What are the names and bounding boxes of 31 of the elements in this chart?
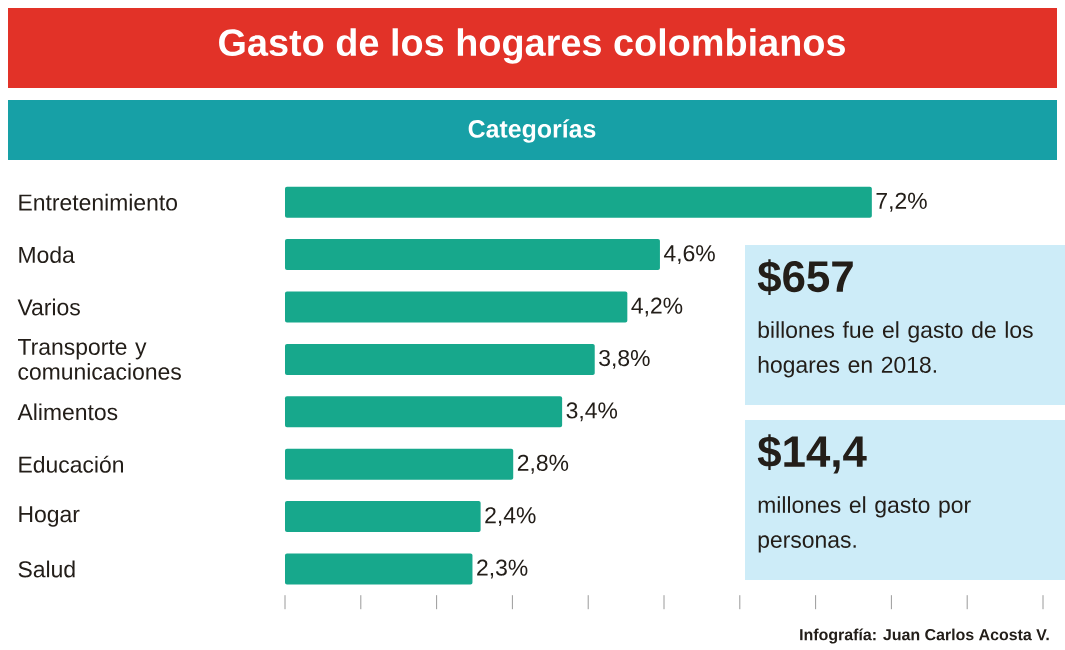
annotation: $657 — [757, 259, 853, 295]
data-label: 3,8% — [599, 349, 650, 369]
chart-title: Gasto de los hogares colombianos — [219, 28, 845, 64]
text: Infografía: Juan Carlos Acosta V. — [800, 628, 1049, 644]
data-label: 2,4% — [485, 507, 536, 527]
y-tick-label: Moda — [19, 246, 75, 264]
bar — [285, 186, 872, 218]
data-label: 2,3% — [477, 559, 528, 579]
data-label: 4,2% — [631, 297, 683, 317]
annotation: $14,4 — [757, 434, 867, 474]
y-tick-label: Transporte y comunicaciones — [18, 338, 181, 380]
annotation: millones el gasto por personas. — [758, 496, 971, 553]
y-tick-label: Varios — [17, 298, 80, 316]
y-tick-label: Hogar — [19, 506, 80, 527]
y-tick-label: Salud — [18, 560, 75, 578]
bar — [285, 291, 628, 323]
data-label: 4,6% — [663, 245, 715, 265]
bar — [285, 396, 563, 428]
bar — [285, 343, 595, 375]
bar — [285, 448, 514, 480]
bar — [285, 501, 481, 533]
y-tick-label: Alimentos — [17, 403, 118, 421]
data-label: 7,2% — [876, 192, 927, 212]
chart-subtitle: Categorías — [468, 119, 596, 143]
data-label: 3,4% — [566, 402, 618, 422]
annotation: billones fue el gasto de los hogares en 2018. — [758, 321, 1033, 378]
bar — [285, 553, 473, 585]
y-tick-label: Educación — [19, 455, 123, 473]
data-label: 2,8% — [517, 454, 569, 474]
y-tick-label: Entretenimiento — [19, 193, 177, 211]
bar — [285, 239, 660, 271]
